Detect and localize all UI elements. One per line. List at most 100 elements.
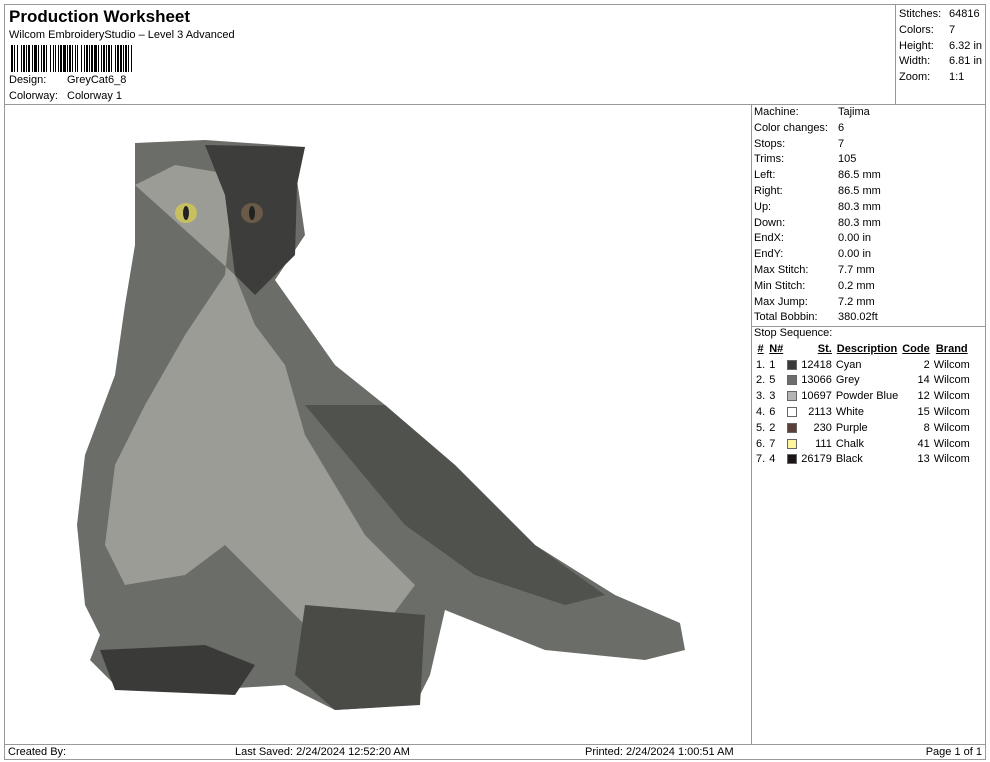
barcode-bar [39,45,41,72]
stitch-count: 10697 [801,390,832,403]
stat-value: 64816 [949,8,980,20]
machine-value: 0.2 mm [838,279,875,292]
machine-row: Up: 80.3 mm [752,200,985,216]
stat-value: 6.32 in [948,39,983,52]
machine-row: Left: 86.5 mm [752,168,985,184]
stop-index: 5. [756,421,766,434]
color-description: Black [835,453,863,466]
machine-label: Right: [754,184,783,197]
machine-row: Max Stitch: 7.7 mm [752,263,985,279]
barcode-bar [50,45,51,72]
machine-row: Right: 86.5 mm [752,184,985,200]
barcode-bar [131,45,132,72]
swatch-header [785,342,799,358]
barcode-bar [45,45,46,72]
barcode-bar [82,45,84,72]
created-by: Created By: [8,746,67,758]
needle-number: 6 [769,405,776,418]
machine-label: Down: [754,216,786,229]
stat-value: 7 [949,23,956,36]
barcode-bar [94,45,97,72]
barcode-bar [85,45,86,72]
design-row: Design: GreyCat6_8 [9,74,126,86]
stop-row: 7. 4 26179 Black 13 Wilcom [754,452,972,468]
barcode-bar [123,45,124,72]
barcode-bar [75,45,76,72]
barcode-bar [68,45,69,72]
machine-label: Max Stitch: [754,263,809,276]
barcode-bar [30,45,32,72]
barcode-bar [11,45,13,72]
barcode-bar [46,45,47,72]
barcode-bar [56,45,58,72]
footer: Created By: Last Saved: 2/24/2024 12:52:… [4,744,986,760]
color-swatch [787,454,798,465]
column-header: Code [902,342,930,355]
barcode-bar [55,45,56,72]
barcode-bar [43,45,45,72]
machine-info-panel: Machine: Tajima Color changes: 6 Stops: 7 Trim… [751,104,986,745]
color-code: 14 [917,374,930,387]
barcode-bar [115,45,116,72]
barcode-bar [129,45,131,72]
barcode-bar [27,45,28,72]
barcode-bar [62,45,63,72]
barcode-bar [32,45,33,72]
barcode-bar [77,45,78,72]
needle-number: 4 [769,453,776,466]
barcode-bar [119,45,120,72]
barcode-bar [117,45,119,72]
barcode-bar [67,45,68,72]
thread-brand: Wilcom [933,390,970,403]
last-saved: Last Saved: 2/24/2024 12:52:20 AM [235,746,410,758]
machine-label: Max Jump: [754,295,808,308]
stop-index: 7. [756,453,766,466]
machine-label: Left: [754,169,776,182]
barcode-bar [105,45,106,72]
machine-row: Min Stitch: 0.2 mm [752,279,985,295]
machine-value: 86.5 mm [838,169,881,182]
color-code: 15 [917,405,930,418]
barcode-bar [37,45,38,72]
machine-value: 7.7 mm [838,263,875,276]
machine-row: EndX: 0.00 in [752,231,985,247]
barcode-bar [17,45,18,72]
divider [752,326,985,327]
barcode-bar [108,45,110,72]
barcode-bar [23,45,25,72]
barcode-bar [120,45,122,72]
stop-index: 6. [756,437,766,450]
barcode-bar [106,45,107,72]
barcode-bar [25,45,26,72]
barcode-bar [128,45,129,72]
barcode-bar [88,45,89,72]
stop-row: 6. 7 111 Chalk 41 Wilcom [754,437,972,453]
thread-brand: Wilcom [933,453,970,466]
thread-brand: Wilcom [933,405,970,418]
stop-sequence-title: Stop Sequence: [754,327,833,339]
barcode-bar [125,45,127,72]
stat-label: Zoom: [899,71,931,84]
barcode-bar [112,45,115,72]
stat-value: 6.81 in [948,55,983,68]
design-stats: Stitches: 64816 Colors: 7 Height: 6.32 in Widt… [895,4,986,105]
barcode-bar [28,45,30,72]
thread-brand: Wilcom [933,358,970,371]
needle-number: 7 [769,437,776,450]
barcode-bar [38,45,39,72]
stitch-count: 12418 [801,358,832,371]
machine-value: 80.3 mm [838,200,881,213]
printed-date: Printed: 2/24/2024 1:00:51 AM [585,746,734,758]
stop-index: 2. [756,374,766,387]
machine-row: Down: 80.3 mm [752,216,985,232]
barcode-bar [103,45,105,72]
machine-row: Color changes: 6 [752,121,985,137]
colorway-name: Colorway 1 [67,90,123,102]
needle-number: 3 [769,390,776,403]
barcode-bar [63,45,66,72]
column-header: Brand [935,342,968,355]
barcode-bar [71,45,72,72]
barcode-bar [78,45,81,72]
machine-label: Total Bobbin: [754,311,818,324]
machine-value: 80.3 mm [838,216,881,229]
